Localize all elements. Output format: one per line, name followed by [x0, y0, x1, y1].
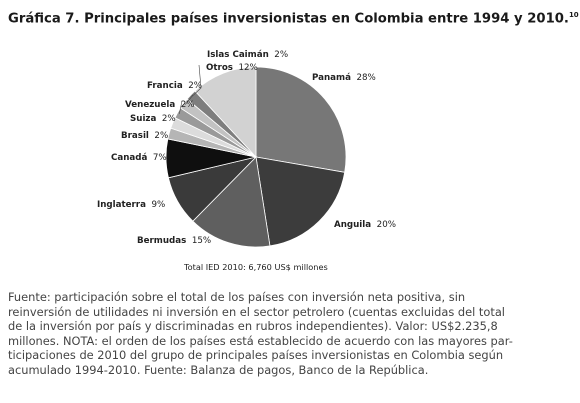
pie-slice-bermudas: [192, 156, 271, 248]
chart-title: Gráfica 7. Principales países inversioni…: [8, 11, 579, 27]
pie-slice-otros: [194, 66, 257, 159]
slice-label: Otros 12%: [206, 63, 258, 73]
slice-label: Inglaterra 9%: [97, 200, 165, 210]
slice-label: Suiza 2%: [130, 114, 176, 124]
source-line: ticipaciones de 2010 del grupo de princi…: [8, 348, 504, 363]
slice-label: Brasil 2%: [121, 131, 168, 141]
leader-line: [179, 100, 183, 114]
pie-slice-panam-: [255, 66, 347, 173]
source-line: millones. NOTA: el orden de los países e…: [8, 333, 513, 348]
title-footnote-ref: 10: [568, 11, 579, 19]
source-line: de la inversión por país y discriminadas…: [8, 319, 498, 334]
slice-label: Bermudas 15%: [137, 236, 211, 246]
source-line: reinversión de utilidades ni inversión e…: [8, 304, 505, 319]
slice-label: Francia 2%: [147, 81, 202, 91]
leader-line: [185, 94, 194, 105]
slice-label: Venezuela 2%: [125, 100, 195, 110]
source-note: Fuente: participación sobre el total de …: [8, 290, 574, 378]
source-line: acumulado 1994-2010. Fuente: Balanza de …: [8, 362, 429, 377]
leader-line: [192, 64, 202, 97]
slice-label: Islas Caimán 2%: [207, 50, 288, 60]
total-note: Total IED 2010: 6,760 US$ millones: [184, 262, 328, 272]
source-line: Fuente: participación sobre el total de …: [8, 290, 466, 304]
pie-chart: Panamá 28% Anguila 20% Bermudas 15% Inglate…: [97, 50, 396, 248]
pie-slice-anguila: [255, 156, 346, 247]
slice-label: Panamá 28%: [312, 73, 376, 83]
slice-label: Canadá 7%: [111, 153, 167, 163]
slice-label: Anguila 20%: [334, 220, 396, 230]
